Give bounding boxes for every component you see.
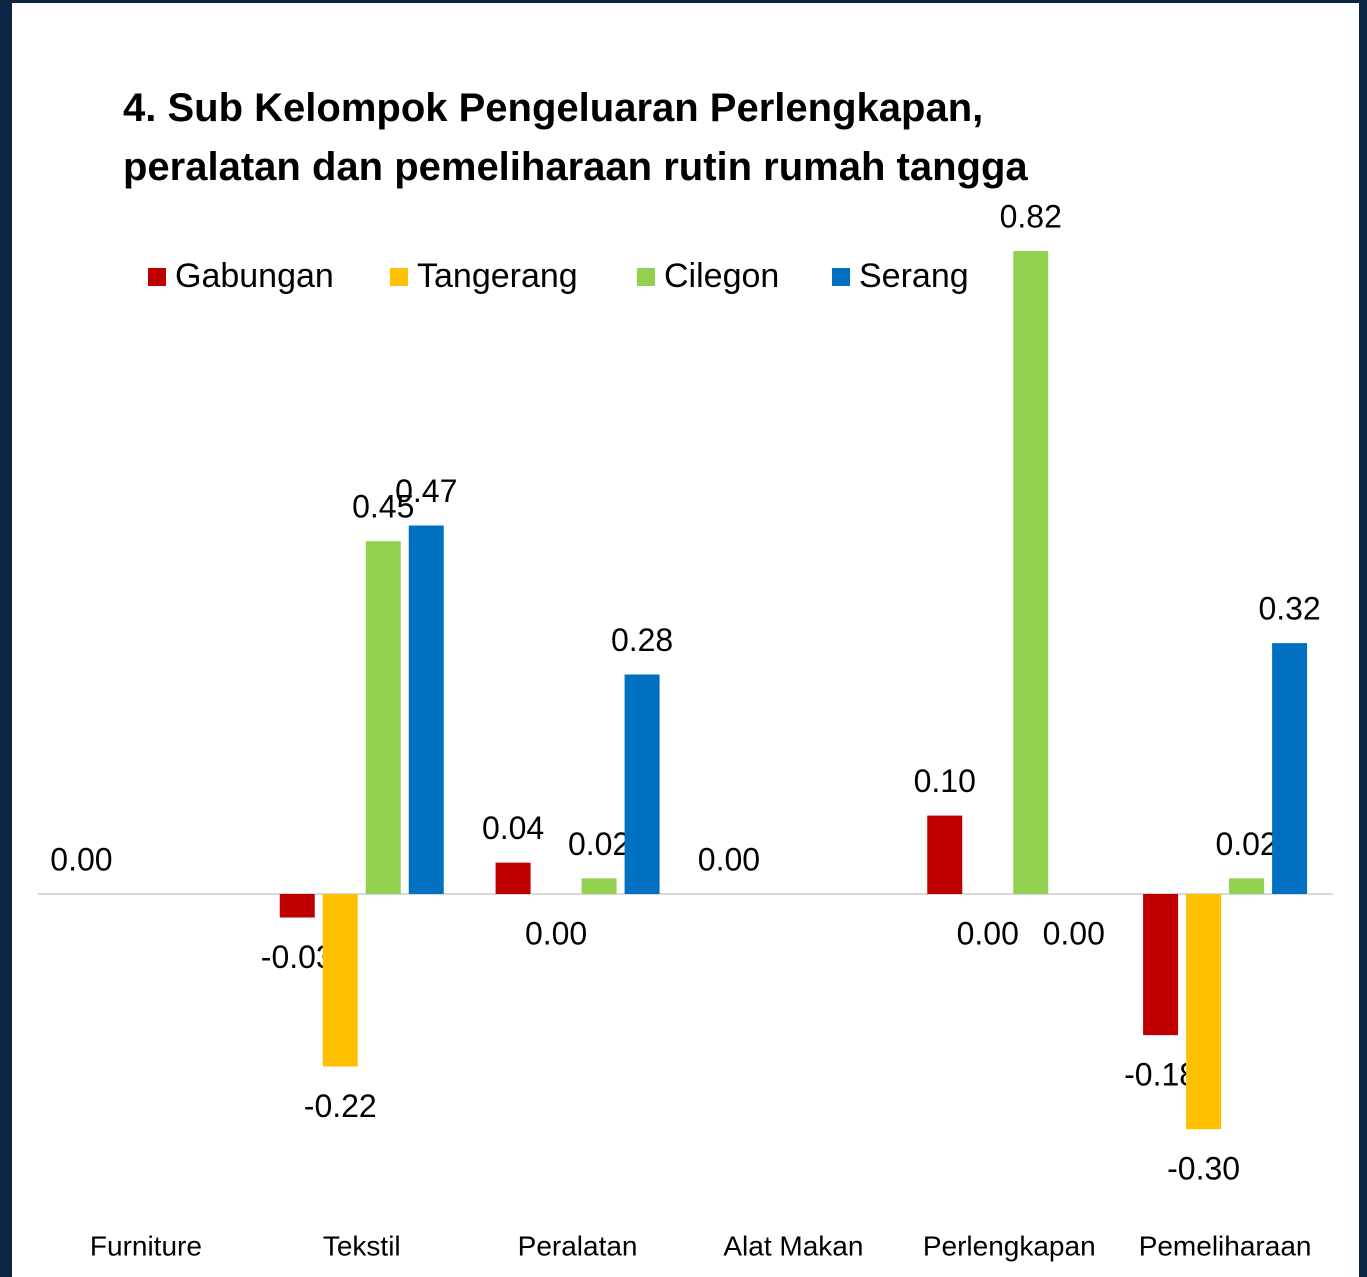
legend-label: Cilegon [664,257,779,295]
legend-swatch [148,268,166,286]
bar [581,878,617,894]
x-tick-label: Tekstil [323,1230,401,1261]
bar [279,894,315,918]
data-label: 0.47 [395,473,457,509]
legend-swatch [390,268,408,286]
legend-swatch [637,268,655,286]
bar [495,862,531,894]
data-label: 0.02 [1215,826,1277,862]
data-label: -0.22 [304,1088,377,1124]
data-label: 0.28 [611,622,673,658]
data-label: -0.30 [1167,1151,1240,1187]
bar [1186,894,1222,1130]
legend-swatch [832,268,850,286]
chart-title: peralatan dan pemeliharaan rutin rumah t… [123,145,1028,189]
data-label: 0.00 [1043,915,1105,951]
bar [322,894,358,1067]
data-label: 0.00 [525,915,587,951]
data-label: 0.45 [352,489,414,525]
chart-title: 4. Sub Kelompok Pengeluaran Perlengkapan… [123,86,983,130]
data-label: 0.04 [482,810,544,846]
bar [365,541,401,894]
bar [1272,643,1308,894]
data-label: 0.00 [698,841,760,877]
data-label: 0.00 [50,841,112,877]
legend-label: Serang [859,257,969,295]
x-tick-label: Pemeliharaan [1139,1230,1312,1261]
bar [408,525,444,894]
data-label: -0.18 [1124,1057,1197,1093]
data-label: 0.00 [957,915,1019,951]
chart-background [12,3,1359,1277]
chart: 4. Sub Kelompok Pengeluaran Perlengkapan… [12,3,1359,1277]
bar [1013,251,1049,894]
bar [1229,878,1265,894]
x-tick-label: Perlengkapan [923,1230,1096,1261]
data-label: -0.03 [261,939,334,975]
legend-label: Gabungan [175,257,334,295]
x-tick-label: Furniture [90,1230,202,1261]
data-label: 0.32 [1258,591,1320,627]
legend-label: Tangerang [417,257,578,295]
data-label: 0.10 [914,763,976,799]
bar [927,815,963,894]
data-label: 0.02 [568,826,630,862]
data-label: 0.82 [1000,199,1062,235]
bar [624,674,660,894]
x-tick-label: Alat Makan [723,1230,863,1261]
x-tick-label: Peralatan [518,1230,638,1261]
bar [1143,894,1179,1036]
